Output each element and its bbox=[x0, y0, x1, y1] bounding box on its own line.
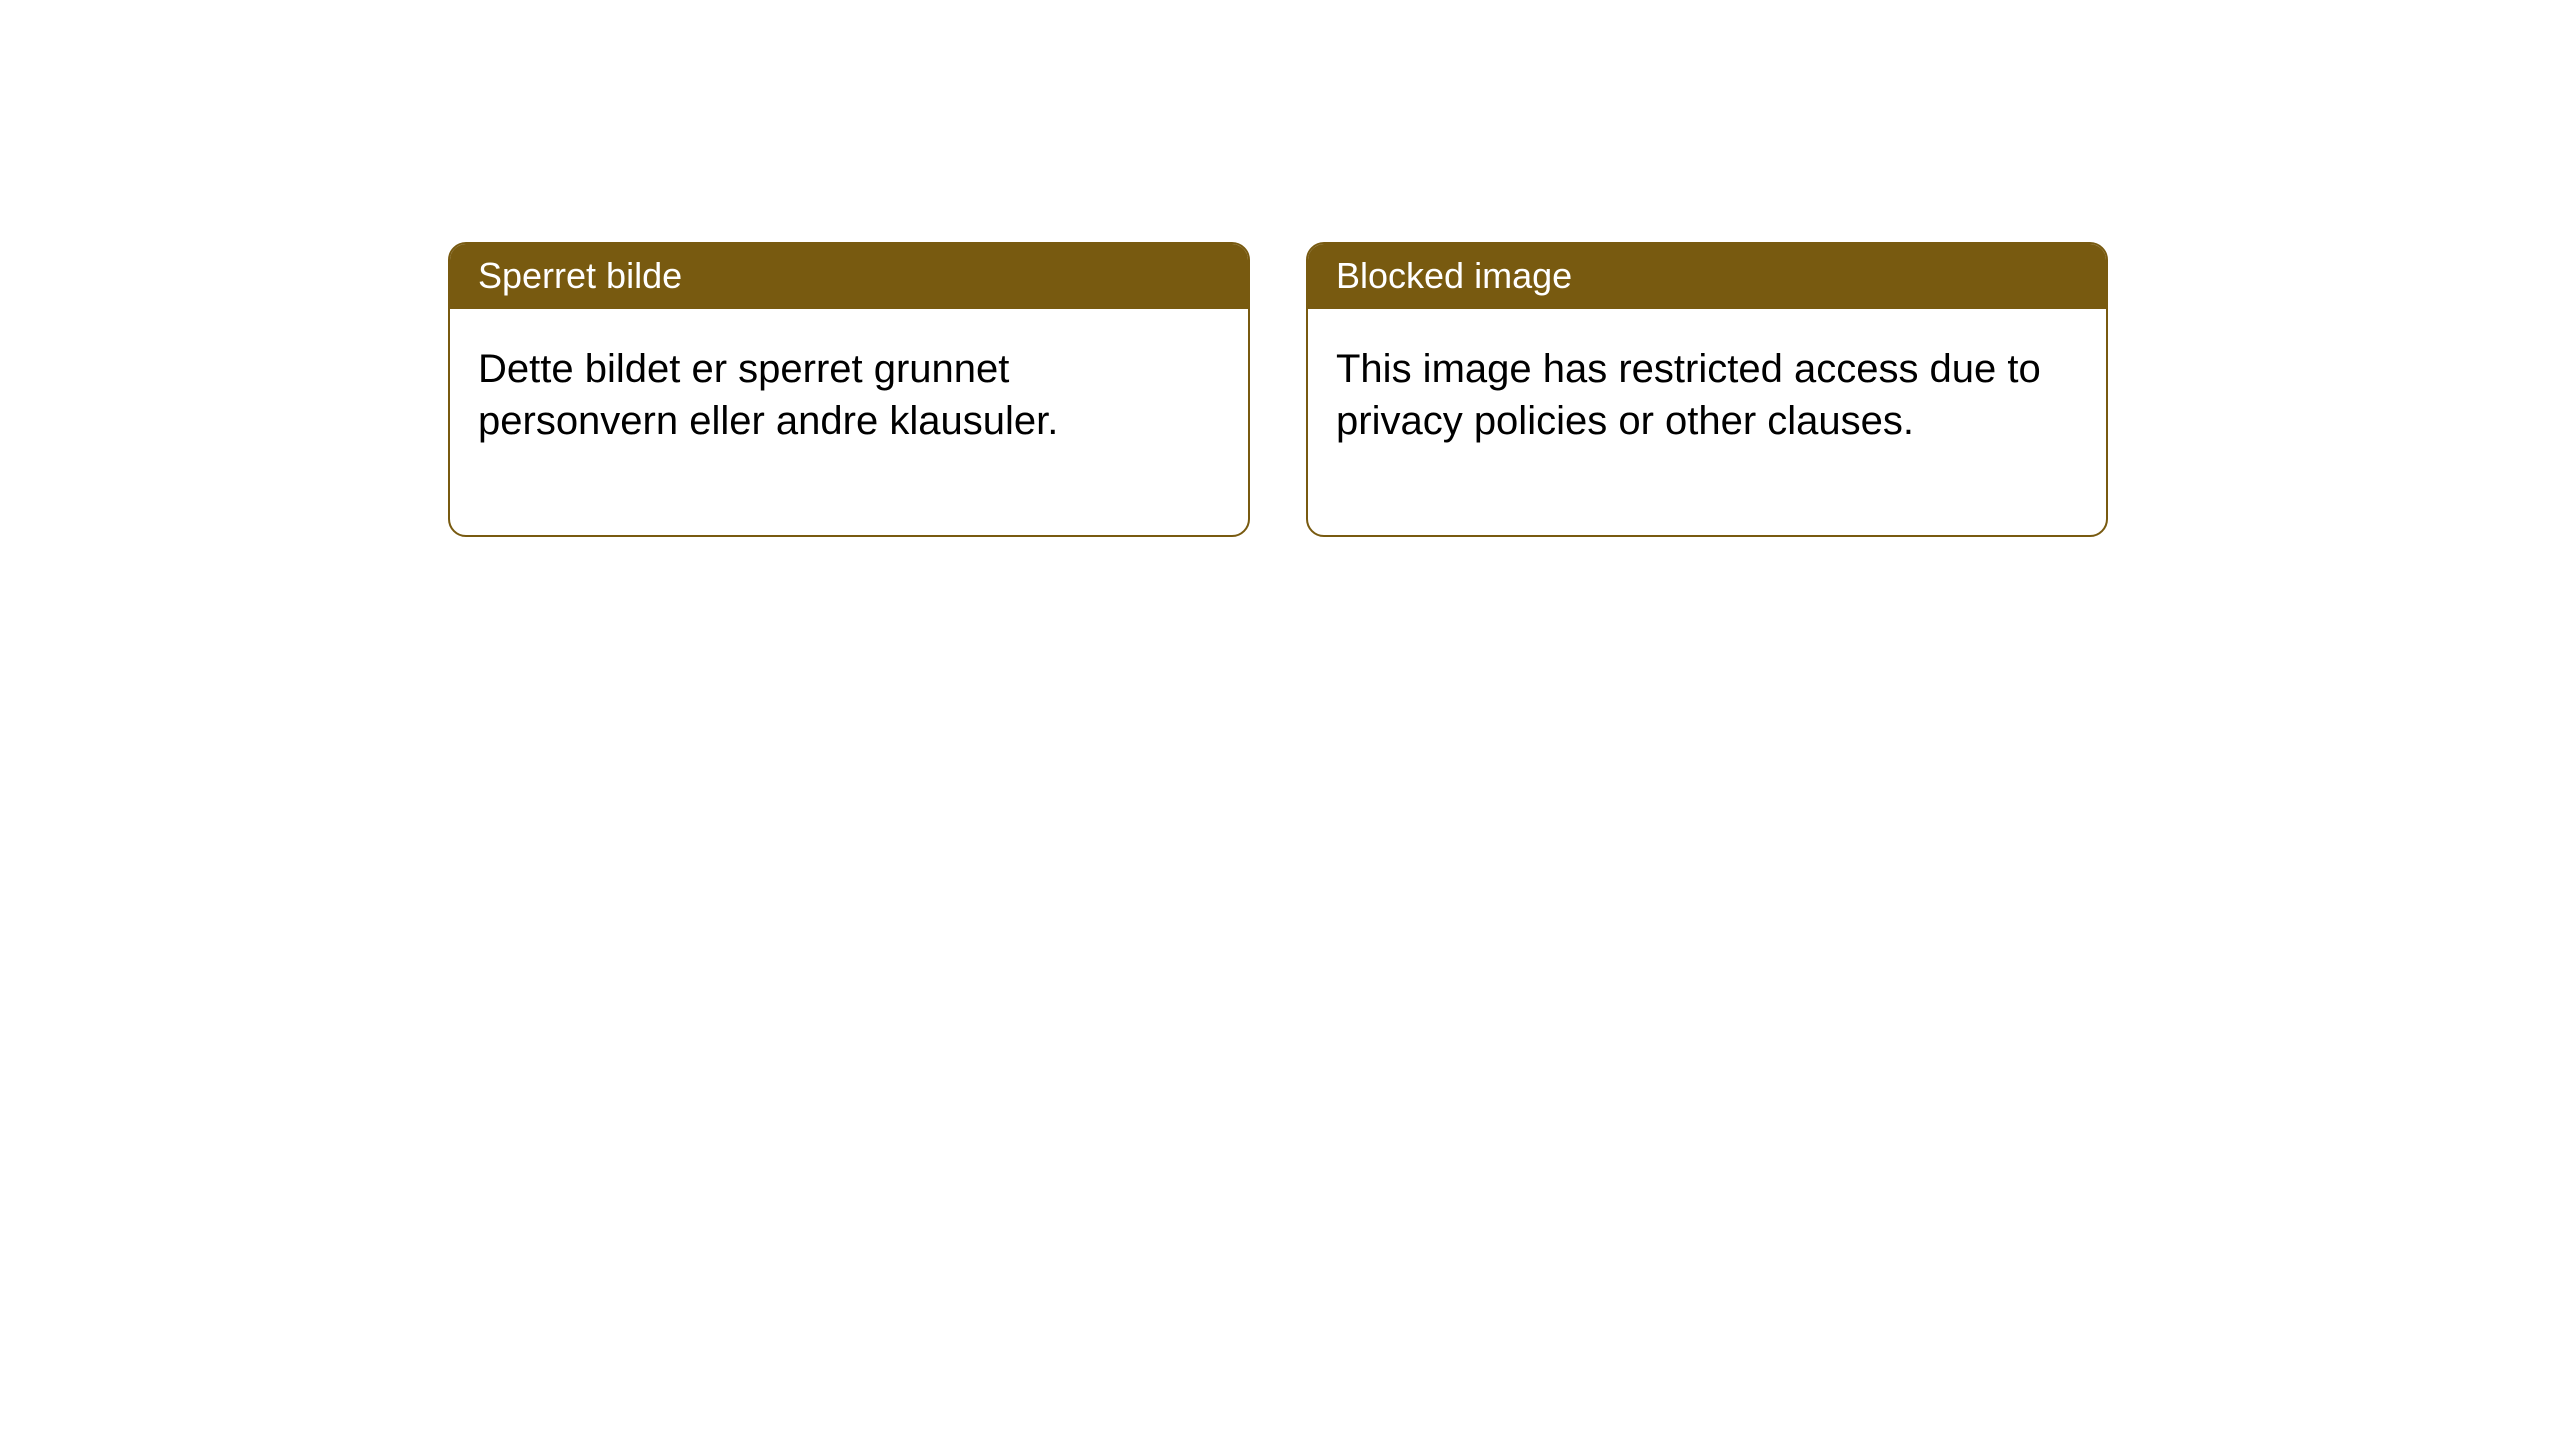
notice-header: Blocked image bbox=[1308, 244, 2106, 309]
notice-body: Dette bildet er sperret grunnet personve… bbox=[450, 309, 1248, 535]
notice-container: Sperret bilde Dette bildet er sperret gr… bbox=[448, 242, 2108, 537]
notice-card-norwegian: Sperret bilde Dette bildet er sperret gr… bbox=[448, 242, 1250, 537]
notice-body: This image has restricted access due to … bbox=[1308, 309, 2106, 535]
notice-header: Sperret bilde bbox=[450, 244, 1248, 309]
notice-card-english: Blocked image This image has restricted … bbox=[1306, 242, 2108, 537]
